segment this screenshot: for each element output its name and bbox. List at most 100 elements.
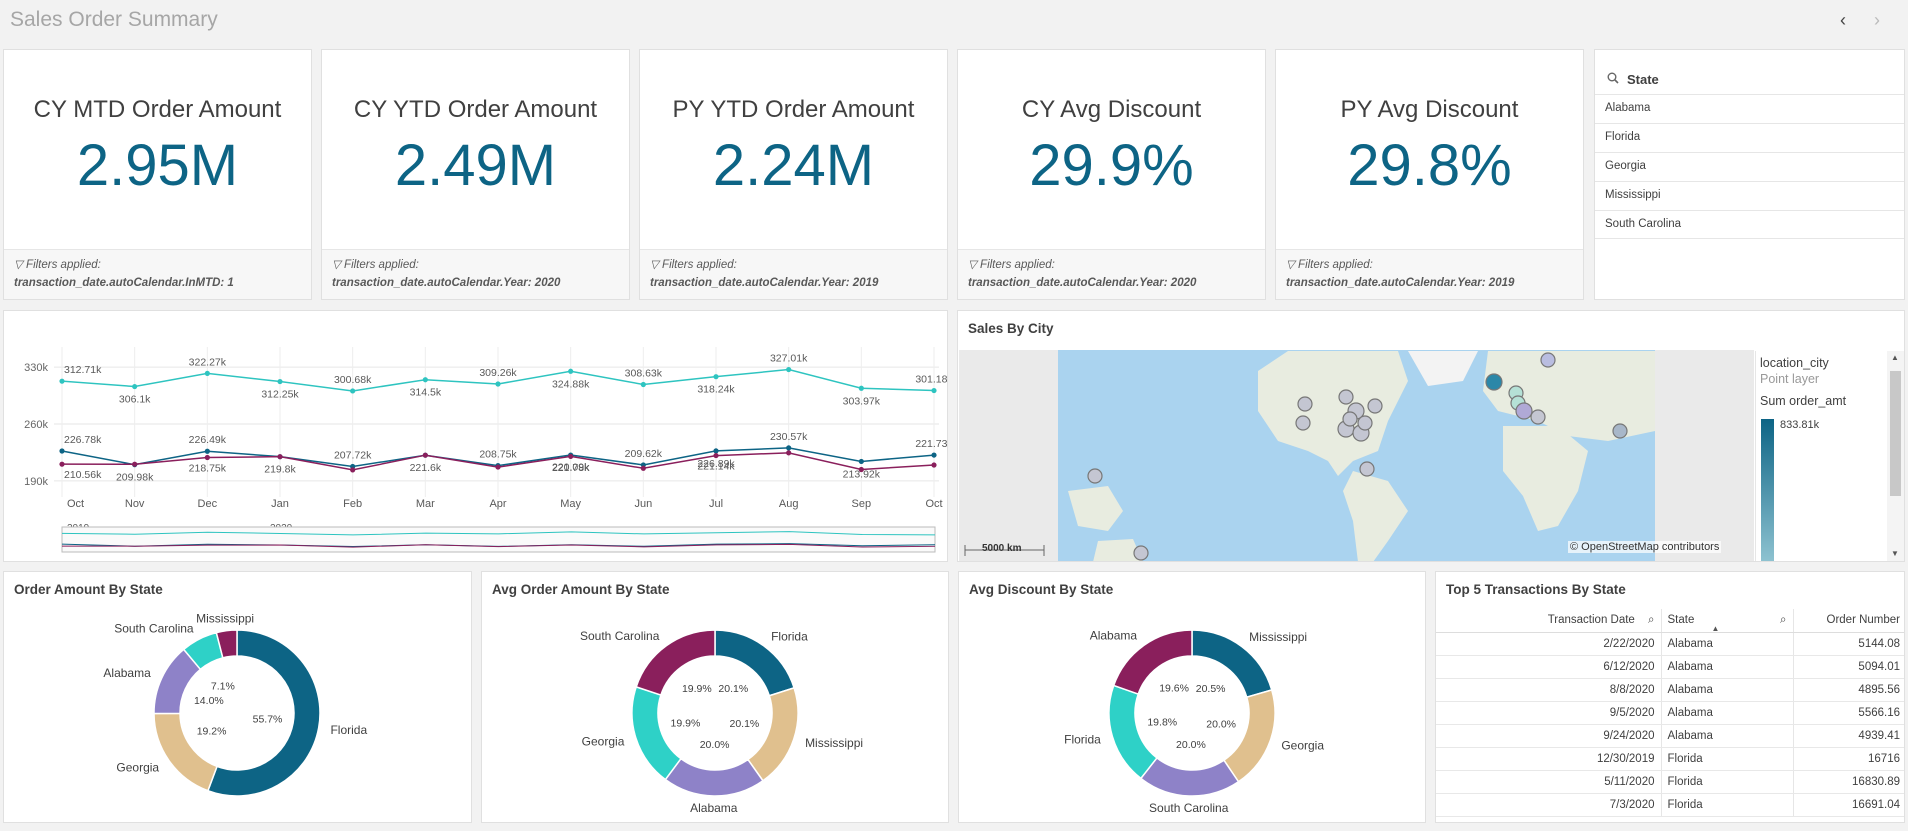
data-point[interactable]	[931, 387, 937, 394]
data-point[interactable]	[713, 452, 719, 459]
scroll-down-icon[interactable]: ▼	[1891, 549, 1899, 558]
table-cell[interactable]: 5/11/2020	[1436, 770, 1662, 794]
data-point[interactable]	[59, 378, 65, 384]
kpi-card-cy-avg-discount[interactable]: CY Avg Discount 29.9% ▽ Filters applied:…	[957, 49, 1266, 300]
filter-item-alabama[interactable]: Alabama	[1595, 94, 1904, 123]
data-point[interactable]	[132, 383, 138, 390]
filter-item-mississippi[interactable]: Mississippi	[1595, 181, 1904, 210]
column-header-state[interactable]: State ⌕ ▲	[1661, 609, 1794, 633]
pie-slice[interactable]	[1108, 684, 1158, 780]
data-point[interactable]	[204, 454, 210, 461]
data-point[interactable]	[786, 366, 792, 373]
table-cell[interactable]: 9/24/2020	[1436, 724, 1662, 748]
table-cell[interactable]: 16716	[1793, 747, 1904, 771]
data-point[interactable]	[640, 465, 646, 471]
table-row[interactable]: 5/11/2020 Florida 16830.89	[1436, 770, 1904, 794]
scrollbar-thumb[interactable]	[1890, 371, 1901, 496]
data-point[interactable]	[931, 452, 937, 458]
pie-slice[interactable]	[664, 757, 764, 797]
world-map[interactable]	[958, 311, 1905, 562]
pie-slice[interactable]	[631, 685, 682, 781]
data-point[interactable]	[786, 445, 792, 451]
data-point[interactable]	[568, 368, 574, 374]
donut-chart[interactable]: Florida 20.1% Mississippi 20.1% Alabama 20.0%…	[482, 572, 949, 823]
data-point[interactable]	[713, 448, 719, 454]
table-cell[interactable]: 8/8/2020	[1436, 678, 1662, 702]
data-point[interactable]	[422, 377, 428, 383]
table-cell[interactable]: 5094.01	[1793, 655, 1904, 679]
filter-item-florida[interactable]: Florida	[1595, 123, 1904, 152]
map-point[interactable]	[1612, 423, 1628, 439]
table-cell[interactable]: Alabama	[1661, 632, 1794, 656]
column-header-order-number[interactable]: Order Number	[1793, 609, 1904, 633]
table-cell[interactable]: 2/22/2020	[1436, 632, 1662, 656]
table-cell[interactable]: Alabama	[1661, 678, 1794, 702]
pie-slice[interactable]	[206, 629, 321, 797]
kpi-card-py-avg-discount[interactable]: PY Avg Discount 29.8% ▽ Filters applied:…	[1275, 49, 1584, 300]
table-row[interactable]: 7/3/2020 Florida 16691.04	[1436, 793, 1904, 817]
data-point[interactable]	[204, 370, 210, 377]
state-filter-header[interactable]: State	[1595, 50, 1904, 94]
pie-slice[interactable]	[1222, 689, 1276, 783]
map-attribution[interactable]: © OpenStreetMap contributors	[1568, 541, 1722, 553]
map-point[interactable]	[1515, 402, 1533, 420]
pie-slice[interactable]	[1139, 756, 1240, 797]
data-point[interactable]	[786, 450, 792, 456]
table-cell[interactable]: 4895.56	[1793, 678, 1904, 702]
data-point[interactable]	[858, 385, 864, 391]
data-point[interactable]	[931, 462, 937, 468]
map-point[interactable]	[1540, 352, 1556, 368]
table-cell[interactable]: 5144.08	[1793, 632, 1904, 656]
donut-chart[interactable]: Mississippi 20.5% Georgia 20.0% South Caroli…	[959, 572, 1426, 823]
data-point[interactable]	[277, 454, 283, 460]
data-point[interactable]	[59, 448, 65, 454]
table-cell[interactable]: 5566.16	[1793, 701, 1904, 725]
data-point[interactable]	[59, 461, 65, 467]
table-cell[interactable]: 16691.04	[1793, 793, 1904, 817]
table-cell[interactable]: Alabama	[1661, 724, 1794, 748]
previous-sheet-button[interactable]: ‹	[1840, 10, 1846, 30]
table-row[interactable]: 6/12/2020 Alabama 5094.01	[1436, 655, 1904, 679]
map-point[interactable]	[1342, 411, 1358, 427]
map-panel[interactable]: Sales By City	[957, 310, 1905, 562]
map-point[interactable]	[1530, 409, 1546, 425]
map-point[interactable]	[1133, 545, 1149, 561]
table-cell[interactable]: Florida	[1661, 770, 1794, 794]
line-chart[interactable]: 330k 260k 190k Oct Nov Dec Jan Feb Mar Apr May Jun J…	[4, 311, 948, 562]
data-point[interactable]	[568, 453, 574, 460]
pie-panel-avg-order-amount[interactable]: Avg Order Amount By State Florida 20.1% Mi…	[481, 571, 949, 823]
data-point[interactable]	[858, 466, 864, 473]
filter-item-georgia[interactable]: Georgia	[1595, 152, 1904, 181]
table-cell[interactable]: Alabama	[1661, 655, 1794, 679]
map-point[interactable]	[1367, 398, 1383, 414]
table-cell[interactable]: Florida	[1661, 793, 1794, 817]
table-cell[interactable]: 6/12/2020	[1436, 655, 1662, 679]
table-cell[interactable]: 12/30/2019	[1436, 747, 1662, 771]
table-cell[interactable]: Alabama	[1661, 701, 1794, 725]
table-row[interactable]: 12/30/2019 Florida 16716	[1436, 747, 1904, 771]
map-point[interactable]	[1295, 415, 1311, 431]
table-row[interactable]: 2/22/2020 Alabama 5144.08	[1436, 632, 1904, 656]
data-point[interactable]	[713, 374, 719, 380]
map-point[interactable]	[1297, 396, 1313, 412]
data-point[interactable]	[858, 458, 864, 465]
legend-scrollbar[interactable]: ▲ ▼	[1887, 351, 1904, 561]
data-point[interactable]	[422, 452, 428, 458]
search-icon[interactable]: ⌕	[1780, 613, 1787, 626]
table-cell[interactable]: Florida	[1661, 747, 1794, 771]
table-cell[interactable]: 4939.41	[1793, 724, 1904, 748]
table-cell[interactable]: 16830.89	[1793, 770, 1904, 794]
search-icon[interactable]	[1607, 72, 1619, 87]
table-row[interactable]: 9/24/2020 Alabama 4939.41	[1436, 724, 1904, 748]
map-point[interactable]	[1357, 415, 1373, 431]
table-row[interactable]: 8/8/2020 Alabama 4895.56	[1436, 678, 1904, 702]
table-cell[interactable]: 7/3/2020	[1436, 793, 1662, 817]
search-icon[interactable]: ⌕	[1648, 613, 1655, 626]
data-point[interactable]	[277, 378, 283, 385]
data-point[interactable]	[640, 381, 646, 388]
kpi-card-cy-ytd[interactable]: CY YTD Order Amount 2.49M ▽ Filters appl…	[321, 49, 630, 300]
data-point[interactable]	[495, 381, 501, 387]
filter-item-south-carolina[interactable]: South Carolina	[1595, 210, 1904, 239]
line-chart-panel[interactable]: 330k 260k 190k Oct Nov Dec Jan Feb Mar Apr May Jun J…	[3, 310, 948, 562]
pie-slice[interactable]	[746, 686, 799, 782]
